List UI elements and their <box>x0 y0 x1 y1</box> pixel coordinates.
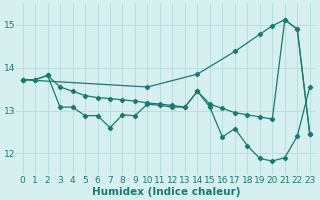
X-axis label: Humidex (Indice chaleur): Humidex (Indice chaleur) <box>92 187 240 197</box>
